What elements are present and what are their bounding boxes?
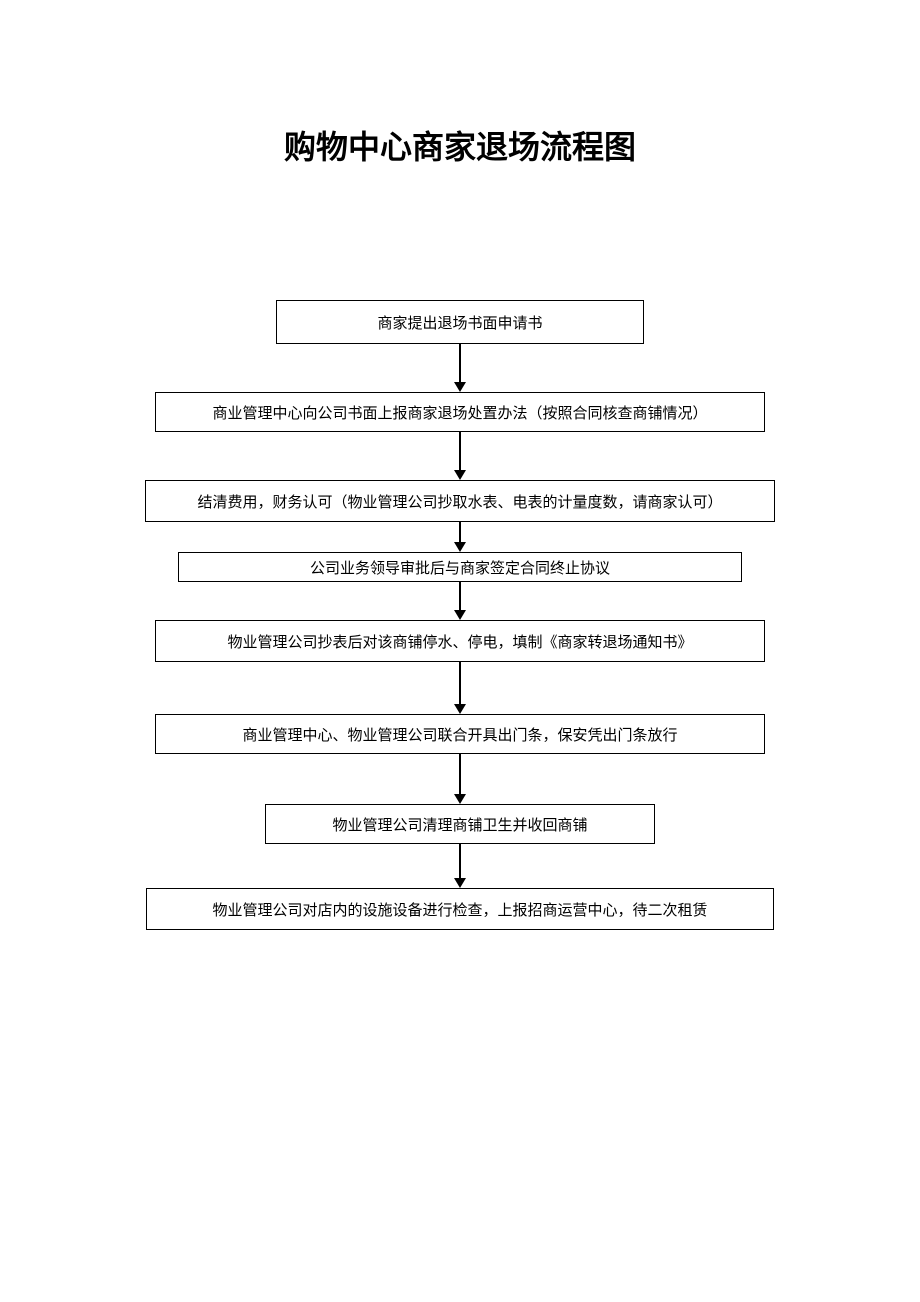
flow-node: 公司业务领导审批后与商家签定合同终止协议 (178, 552, 742, 582)
arrow-down-icon (454, 344, 466, 392)
arrow-down-icon (454, 662, 466, 714)
flow-node: 商业管理中心、物业管理公司联合开具出门条，保安凭出门条放行 (155, 714, 765, 754)
flow-node: 商业管理中心向公司书面上报商家退场处置办法（按照合同核查商铺情况） (155, 392, 765, 432)
arrow-down-icon (454, 522, 466, 552)
flowchart-container: 商家提出退场书面申请书商业管理中心向公司书面上报商家退场处置办法（按照合同核查商… (145, 300, 775, 930)
flow-node: 结清费用，财务认可（物业管理公司抄取水表、电表的计量度数，请商家认可） (145, 480, 775, 522)
arrow-down-icon (454, 844, 466, 888)
arrow-down-icon (454, 432, 466, 480)
page-title: 购物中心商家退场流程图 (0, 122, 920, 168)
arrow-down-icon (454, 582, 466, 620)
arrow-down-icon (454, 754, 466, 804)
flow-node: 物业管理公司抄表后对该商铺停水、停电，填制《商家转退场通知书》 (155, 620, 765, 662)
flow-node: 商家提出退场书面申请书 (276, 300, 644, 344)
flow-node: 物业管理公司清理商铺卫生并收回商铺 (265, 804, 655, 844)
flow-node: 物业管理公司对店内的设施设备进行检查，上报招商运营中心，待二次租赁 (146, 888, 774, 930)
